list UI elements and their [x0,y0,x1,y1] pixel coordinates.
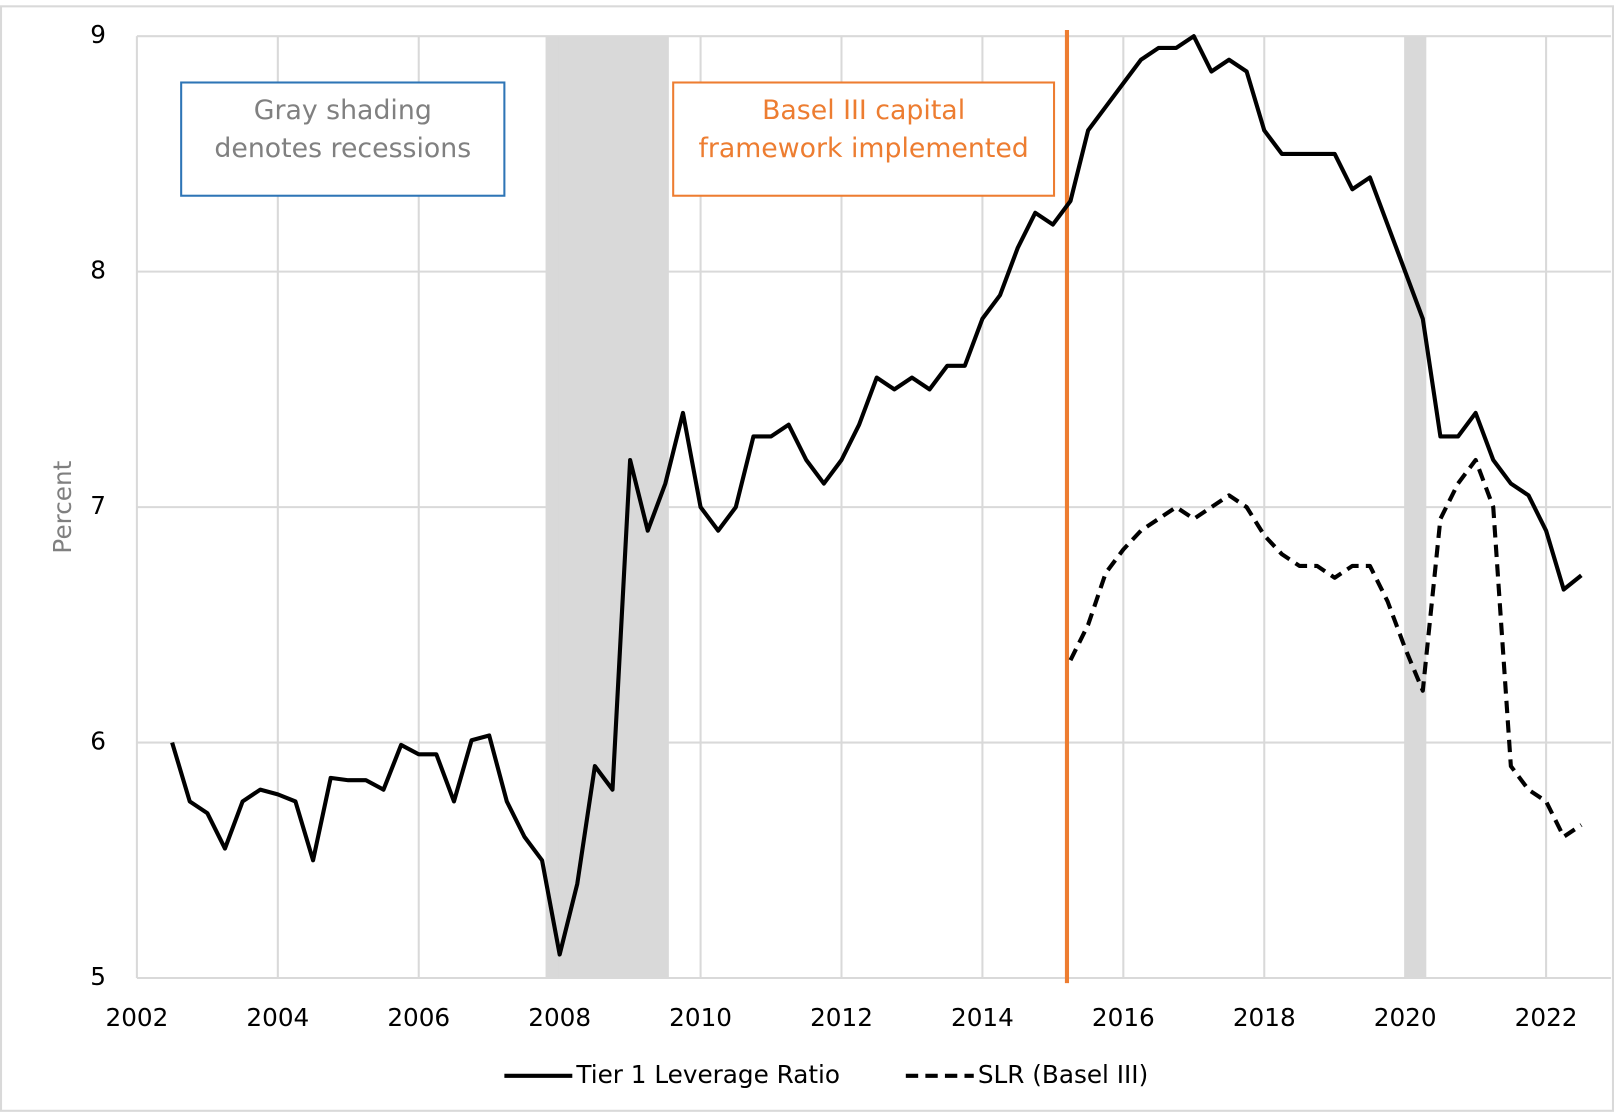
legend-label: SLR (Basel III) [978,1060,1148,1089]
annotation-text: Basel III capital [762,95,965,126]
legend-label: Tier 1 Leverage Ratio [575,1060,840,1089]
series-line [170,34,1583,957]
x-tick-label: 2008 [528,1003,591,1032]
y-tick-label: 7 [90,491,106,520]
x-tick-label: 2004 [246,1003,309,1032]
y-tick-label: 9 [90,20,106,49]
annotation-text: Gray shading [254,95,432,126]
x-tick-label: 2010 [669,1003,732,1032]
x-tick-label: 2016 [1092,1003,1155,1032]
series-line [1068,457,1583,839]
x-tick-label: 2020 [1374,1003,1437,1032]
annotation-text: framework implemented [698,133,1028,164]
x-tick-label: 2022 [1515,1003,1578,1032]
x-tick-label: 2002 [105,1003,168,1032]
y-tick-label: 6 [90,727,106,756]
x-tick-label: 2012 [810,1003,873,1032]
y-axis-label: Percent [48,460,77,553]
x-tick-label: 2014 [951,1003,1014,1032]
y-tick-label: 8 [90,256,106,285]
annotation-box [180,81,506,197]
y-tick-label: 5 [90,962,106,991]
x-tick-label: 2018 [1233,1003,1296,1032]
x-tick-label: 2006 [387,1003,450,1032]
annotation-box [672,81,1056,197]
annotation-text: denotes recessions [214,133,471,164]
